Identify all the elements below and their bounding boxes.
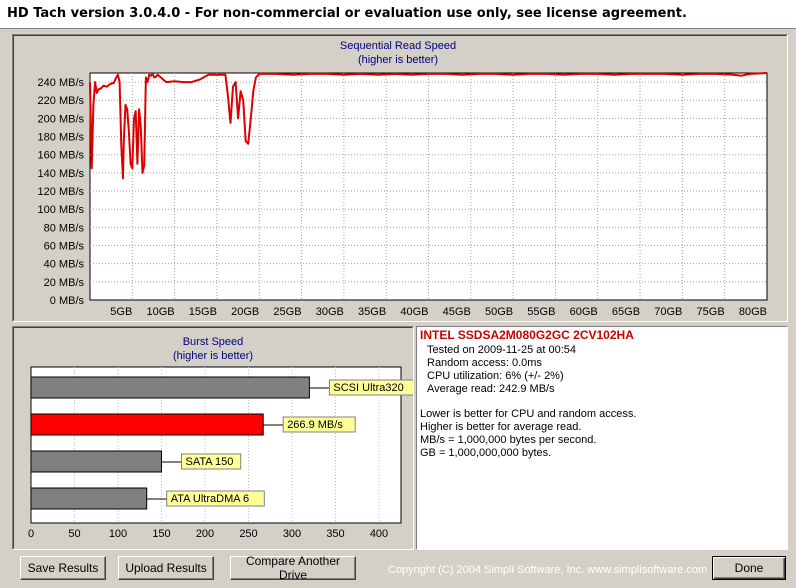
y-tick-label: 140 MB/s [38,168,85,180]
y-tick-label: 100 MB/s [38,204,85,216]
sequential-subtitle-text: (higher is better) [357,54,439,66]
read-speed-line [89,72,768,180]
done-button[interactable]: Done [712,556,786,580]
drive-name: INTEL SSDSA2M080G2GC 2CV102HA [420,328,634,342]
burst-bar-label: 266.9 MB/s [287,419,343,431]
save-results-button[interactable]: Save Results [20,556,106,580]
window-title: HD Tach version 3.0.4.0 - For non-commer… [7,6,687,21]
burst-bar [30,450,162,473]
upload-results-button[interactable]: Upload Results [118,556,214,580]
y-tick-label: 20 MB/s [44,277,85,289]
burst-speed-chart: SCSI Ultra320 266.9 MB/s SATA 150 ATA Ultra… [28,366,413,540]
burst-label-box [181,453,242,470]
tested-date: Tested on 2009-11-25 at 00:54 [427,344,577,356]
x-tick-label: 40GB [400,306,428,318]
burst-x-tick-label: 200 [196,528,214,540]
burst-label-box [166,490,265,507]
y-tick-label: 80 MB/s [44,222,85,234]
burst-x-tick-label: 150 [152,528,170,540]
x-tick-label: 75GB [697,306,725,318]
burst-bar-label: SCSI Ultra320 [333,382,403,394]
burst-x-tick-label: 100 [109,528,127,540]
compare-another-drive-button[interactable]: Compare Another Drive [230,554,356,582]
x-tick-label: 30GB [316,306,344,318]
burst-label-box [328,379,413,396]
average-read: Average read: 242.9 MB/s [427,383,555,395]
x-tick-label: 10GB [146,306,174,318]
x-tick-label: 65GB [612,306,640,318]
sequential-read-panel: Sequential Read Speed (higher is better)… [12,34,788,322]
x-tick-label: 70GB [654,306,682,318]
y-tick-label: 120 MB/s [38,186,85,198]
x-tick-label: 35GB [358,306,386,318]
burst-chart-title: Burst Speed (higher is better) [123,335,303,363]
burst-bar [30,487,148,510]
x-tick-label: 15GB [189,306,217,318]
note-average: Higher is better for average read. [420,421,582,433]
x-tick-label: 50GB [485,306,513,318]
burst-x-tick-label: 300 [283,528,301,540]
burst-bar-label: ATA UltraDMA 6 [171,493,249,505]
x-tick-label: 60GB [570,306,598,318]
burst-x-tick-label: 0 [28,528,34,540]
x-tick-label: 25GB [273,306,301,318]
burst-bar-label: SATA 150 [186,456,234,468]
sequential-title-text: Sequential Read Speed [339,40,457,52]
burst-x-tick-label: 250 [239,528,257,540]
cpu-utilization: CPU utilization: 6% (+/- 2%) [427,370,564,382]
window-titlebar: HD Tach version 3.0.4.0 - For non-commer… [0,0,796,29]
x-tick-label: 55GB [527,306,555,318]
x-tick-label: 80GB [739,306,767,318]
copyright-text: Copyright (C) 2004 Simpli Software, Inc.… [388,564,708,576]
note-cpu: Lower is better for CPU and random acces… [420,408,637,420]
y-tick-label: 40 MB/s [44,259,85,271]
y-tick-label: 60 MB/s [44,241,85,253]
note-mbs: MB/s = 1,000,000 bytes per second. [420,434,597,446]
y-tick-label: 200 MB/s [38,113,85,125]
y-tick-label: 180 MB/s [38,132,85,144]
x-tick-label: 5GB [110,306,132,318]
burst-label-box [282,416,356,433]
burst-x-tick-label: 350 [326,528,344,540]
burst-x-tick-label: 400 [370,528,388,540]
note-gb: GB = 1,000,000,000 bytes. [420,447,552,459]
x-tick-label: 20GB [231,306,259,318]
burst-x-tick-label: 50 [68,528,80,540]
sequential-read-chart: 0 MB/s 20 MB/s 40 MB/s 60 MB/s 80 MB/s 100 MB… [38,72,768,318]
burst-bar [30,413,264,436]
y-tick-label: 0 MB/s [50,295,85,307]
burst-speed-panel: Burst Speed (higher is better) SCSI Ultr… [12,326,414,550]
burst-bar [30,376,310,399]
burst-subtitle-text: (higher is better) [172,350,254,362]
y-tick-label: 160 MB/s [38,150,85,162]
y-tick-label: 220 MB/s [38,95,85,107]
random-access: Random access: 0.0ms [427,357,542,369]
drive-info-panel: INTEL SSDSA2M080G2GC 2CV102HA Tested on … [416,326,788,550]
burst-title-text: Burst Speed [182,336,244,348]
x-tick-label: 45GB [443,306,471,318]
sequential-chart-title: Sequential Read Speed (higher is better) [293,39,503,67]
y-tick-label: 240 MB/s [38,77,85,89]
